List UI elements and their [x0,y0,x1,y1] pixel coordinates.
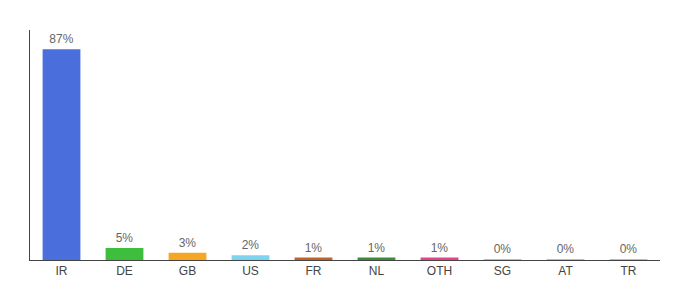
svg-text:1%: 1% [368,241,386,255]
svg-text:TR: TR [621,264,637,278]
svg-text:OTH: OTH [427,264,452,278]
svg-text:FR: FR [306,264,322,278]
svg-text:2%: 2% [242,238,260,252]
svg-text:US: US [242,264,259,278]
svg-text:1%: 1% [431,241,449,255]
svg-text:3%: 3% [179,236,197,250]
svg-text:GB: GB [179,264,196,278]
svg-text:0%: 0% [620,242,638,256]
svg-text:5%: 5% [116,231,134,245]
svg-text:SG: SG [494,264,511,278]
svg-text:0%: 0% [557,242,575,256]
svg-text:IR: IR [56,264,68,278]
svg-text:87%: 87% [49,32,73,46]
svg-text:DE: DE [116,264,133,278]
svg-text:0%: 0% [494,242,512,256]
svg-text:AT: AT [558,264,573,278]
svg-text:1%: 1% [305,241,323,255]
svg-text:NL: NL [369,264,385,278]
